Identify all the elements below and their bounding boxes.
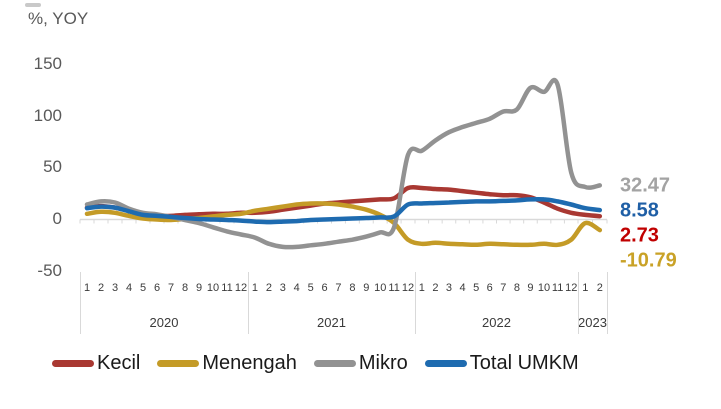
month-tick-label: 6 [321, 282, 328, 294]
month-tick-label: 9 [363, 282, 370, 294]
legend-item-total-umkm: Total UMKM [424, 351, 579, 375]
year-label: 2023 [578, 315, 607, 330]
legend-label: Menengah [202, 351, 297, 374]
legend-label: Total UMKM [469, 351, 579, 374]
y-axis-tick-label: 150 [33, 54, 62, 73]
legend-label: Kecil [97, 351, 141, 374]
top-edge-artifact [25, 3, 41, 7]
month-tick-label: 8 [513, 282, 520, 294]
month-tick-label: 11 [221, 282, 233, 294]
month-tick-label: 10 [537, 282, 551, 294]
month-tick-label: 10 [374, 282, 387, 294]
month-tick-label: 5 [473, 282, 480, 294]
year-separator-line [248, 272, 249, 334]
month-tick-label: 1 [582, 282, 589, 294]
y-axis-tick-label: 0 [52, 209, 62, 228]
month-tick-label: 1 [251, 282, 259, 294]
month-tick-label: 3 [279, 282, 286, 294]
month-tick-label: 4 [293, 282, 300, 294]
series-line-kecil [84, 184, 603, 219]
y-axis-tick-label: -50 [37, 260, 62, 280]
month-tick-label: 2 [97, 282, 105, 294]
legend: Kecil Menengah Mikro Total UMKM [52, 349, 697, 377]
series-line-total-umkm [84, 196, 603, 225]
year-separator-line [578, 272, 579, 334]
month-tick-label: 12 [234, 282, 248, 294]
year-label: 2020 [149, 315, 179, 330]
month-tick-label: 7 [500, 282, 507, 294]
month-tick-label: 4 [125, 282, 133, 294]
month-tick-label: 11 [551, 282, 564, 294]
month-tick-label: 2 [596, 282, 603, 294]
legend-marker-menengah [157, 359, 200, 367]
month-tick-label: 7 [335, 282, 342, 294]
month-tick-label: 6 [153, 282, 161, 294]
end-label-total-umkm: 8.58 [620, 199, 659, 222]
end-label-menengah: -10.79 [620, 249, 677, 272]
month-tick-label: 1 [83, 282, 91, 294]
year-separator-line [415, 272, 416, 334]
end-label-kecil: 2.73 [620, 224, 659, 247]
legend-item-kecil: Kecil [52, 352, 140, 375]
month-tick-label: 5 [139, 282, 147, 294]
month-tick-label: 9 [195, 282, 203, 294]
chart-title: %, YOY [28, 9, 89, 28]
year-separator-line [607, 272, 608, 334]
month-tick-label: 1 [418, 282, 425, 294]
series-line-mikro [84, 77, 603, 250]
month-tick-label: 4 [459, 282, 466, 294]
month-tick-label: 2 [265, 282, 272, 294]
series-line-menengah [84, 201, 603, 248]
end-label-mikro: 32.47 [620, 174, 671, 197]
year-separator-line [80, 272, 81, 334]
legend-item-mikro: Mikro [313, 351, 408, 375]
year-label: 2022 [482, 315, 511, 330]
legend-marker-kecil [52, 359, 94, 367]
month-tick-label: 3 [111, 282, 119, 294]
month-tick-label: 8 [181, 282, 189, 294]
legend-marker-total-umkm [424, 359, 467, 367]
month-tick-label: 5 [307, 282, 314, 294]
year-label: 2021 [317, 315, 346, 330]
month-tick-label: 6 [486, 282, 493, 294]
month-tick-label: 3 [445, 282, 453, 294]
month-tick-label: 12 [401, 282, 415, 294]
month-tick-label: 11 [388, 282, 400, 294]
month-tick-label: 2 [432, 282, 439, 294]
y-axis-tick-label: 50 [43, 157, 62, 177]
month-tick-label: 10 [206, 282, 220, 294]
y-axis-tick-label: 100 [33, 105, 62, 125]
legend-marker-mikro [313, 359, 356, 367]
legend-label: Mikro [358, 351, 408, 374]
month-tick-label: 7 [167, 282, 175, 294]
month-tick-label: 12 [565, 282, 578, 294]
month-tick-label: 8 [349, 282, 356, 294]
month-tick-label: 9 [527, 282, 534, 294]
legend-item-menengah: Menengah [157, 352, 297, 375]
